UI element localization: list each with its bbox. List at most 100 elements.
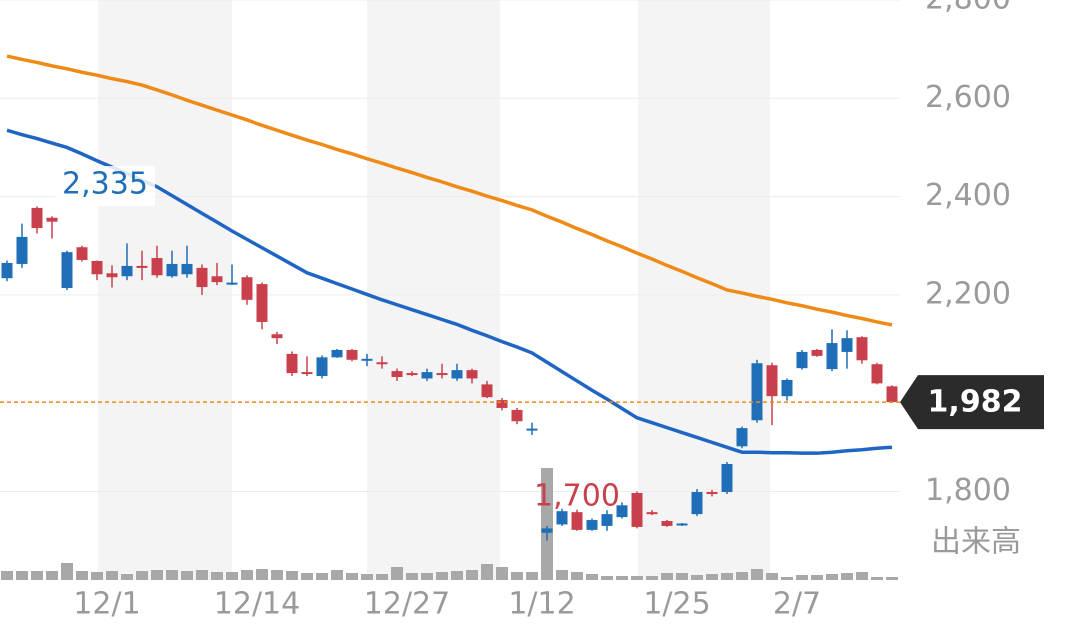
- volume-bar: [811, 575, 823, 580]
- candles: [1, 206, 898, 541]
- candle-body: [616, 505, 628, 518]
- candle-body: [841, 338, 853, 352]
- candle-body: [346, 349, 358, 360]
- candle-body: [766, 365, 778, 397]
- volume-bar: [31, 571, 43, 580]
- candle-body: [316, 357, 328, 377]
- candle-body: [61, 252, 73, 289]
- x-tick-label: 1/12: [508, 587, 575, 622]
- candle-body: [46, 217, 58, 222]
- y-tick-label: 1,800: [925, 473, 1011, 508]
- candle-body: [106, 273, 118, 278]
- candle-body: [76, 247, 88, 261]
- candle-body: [721, 464, 733, 493]
- volume-bar: [781, 577, 793, 580]
- x-tick-label: 12/1: [73, 587, 140, 622]
- volume-bar: [616, 576, 628, 580]
- volume-bar: [316, 573, 328, 580]
- candle-body: [856, 337, 868, 361]
- candle-body: [226, 282, 238, 285]
- candle-body: [91, 261, 103, 275]
- volume-bar: [841, 573, 853, 580]
- volume-bar: [226, 572, 238, 580]
- y-tick-label: 2,800: [925, 0, 1011, 17]
- candle-body: [121, 265, 133, 277]
- period-band: [98, 0, 232, 580]
- candle-body: [1, 262, 13, 279]
- candle-body: [451, 370, 463, 379]
- volume-bar: [151, 570, 163, 580]
- volume-bar: [376, 574, 388, 580]
- candle-body: [376, 362, 388, 365]
- volume-bar: [136, 571, 148, 580]
- volume-bar: [691, 575, 703, 580]
- volume-bar: [511, 572, 523, 580]
- candle-body: [676, 523, 688, 526]
- volume-bar: [106, 571, 118, 580]
- candle-body: [571, 512, 583, 530]
- x-tick-label: 12/27: [364, 587, 450, 622]
- candle-body: [166, 263, 178, 277]
- y-tick-label: 2,400: [925, 178, 1011, 213]
- volume-bar: [346, 573, 358, 580]
- candle-body: [631, 493, 643, 527]
- candle-body: [811, 349, 823, 356]
- candle-body: [661, 521, 673, 526]
- candle-body: [646, 512, 658, 515]
- x-tick-label: 1/25: [643, 587, 710, 622]
- annotation: 2,335: [62, 167, 148, 202]
- volume-bar: [241, 570, 253, 580]
- candle-body: [826, 343, 838, 370]
- y-tick-label: 2,200: [925, 276, 1011, 311]
- volume-bar: [541, 468, 553, 580]
- candle-body: [601, 514, 613, 526]
- candle-body: [496, 400, 508, 408]
- volume-bar: [166, 570, 178, 580]
- candle-body: [466, 370, 478, 379]
- candle-body: [16, 236, 28, 264]
- candle-body: [196, 267, 208, 288]
- volume-bar: [196, 570, 208, 580]
- volume-bar: [721, 573, 733, 580]
- candle-body: [286, 353, 298, 374]
- candle-body: [211, 276, 223, 283]
- candle-body: [796, 351, 808, 369]
- period-band: [638, 0, 770, 580]
- candle-body: [31, 207, 43, 229]
- candle-body: [361, 358, 373, 361]
- candle-body: [406, 373, 418, 376]
- volume-bar: [766, 573, 778, 580]
- x-tick-label: 12/14: [214, 587, 300, 622]
- candle-body: [391, 371, 403, 377]
- volume-bar: [436, 572, 448, 580]
- volume-bar: [211, 572, 223, 580]
- candle-body: [886, 386, 898, 403]
- candle-body: [706, 492, 718, 495]
- volume-bar: [646, 576, 658, 580]
- volume-bar: [826, 574, 838, 580]
- candle-body: [331, 349, 343, 358]
- candle-body: [256, 284, 268, 322]
- candle-body: [541, 528, 553, 533]
- labels: 1,800 2,200 2,400 2,600 2,800 出来高 12/1 12/14 12/…: [0, 0, 1044, 622]
- volume-bar: [331, 570, 343, 580]
- volume-bar: [871, 577, 883, 580]
- volume-bar: [46, 571, 58, 580]
- annotation: 1,700: [534, 479, 620, 514]
- candle-body: [511, 409, 523, 422]
- volume-bar: [676, 573, 688, 580]
- volume-bar: [601, 576, 613, 580]
- volume-bar: [301, 573, 313, 580]
- volume-bar: [391, 567, 403, 580]
- candle-body: [301, 372, 313, 375]
- volume-bar: [406, 573, 418, 580]
- volume-bar: [76, 571, 88, 580]
- candle-body: [271, 334, 283, 339]
- volume-bar: [181, 571, 193, 580]
- volume-bar: [526, 572, 538, 580]
- y-tick-label: 2,600: [925, 80, 1011, 115]
- candle-body: [181, 263, 193, 275]
- volume-bar: [751, 569, 763, 580]
- candle-body: [526, 428, 538, 431]
- volume-bar: [661, 573, 673, 580]
